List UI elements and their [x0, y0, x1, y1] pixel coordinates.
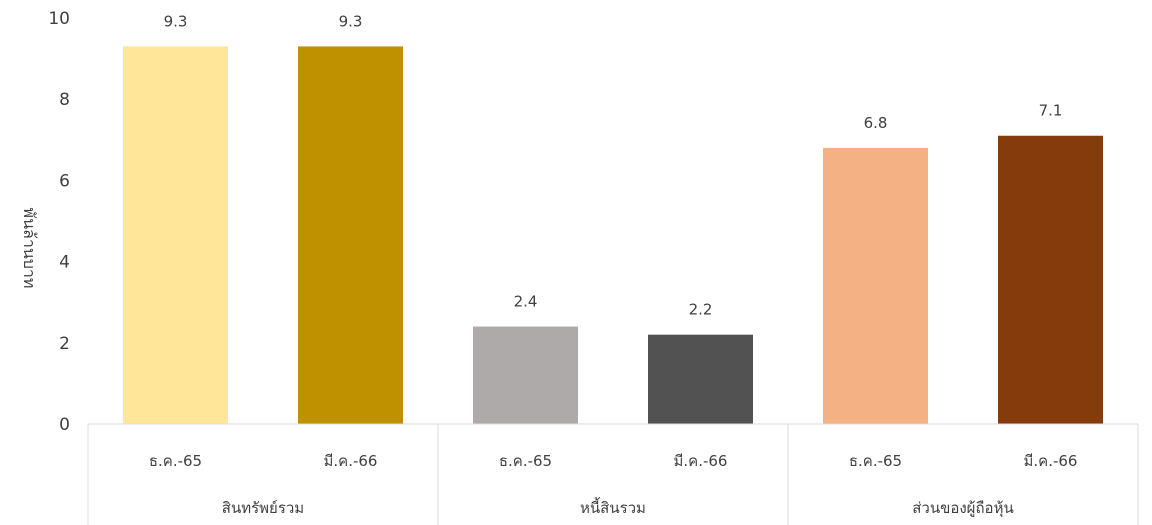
x-category-label: มี.ค.-66 — [674, 452, 728, 470]
x-group-label: หนี้สินรวม — [580, 497, 646, 517]
data-label: 6.8 — [864, 114, 888, 132]
bar — [823, 147, 928, 425]
bar — [473, 326, 578, 424]
data-label: 2.2 — [689, 301, 713, 319]
bars — [123, 46, 1103, 425]
y-tick-label: 6 — [59, 171, 70, 191]
y-tick-label: 0 — [59, 415, 70, 435]
y-tick-label: 10 — [48, 9, 70, 29]
x-axis: ธ.ค.-65 มี.ค.-66 สินทรัพย์รวม ธ.ค.-65 มี.ค.-… — [87, 423, 1139, 525]
y-tick-label: 2 — [59, 334, 70, 354]
bar — [298, 46, 403, 425]
bar — [998, 135, 1103, 425]
y-tick-label: 4 — [59, 253, 70, 273]
data-label: 9.3 — [339, 12, 363, 30]
value-labels: 9.3 9.3 2.4 2.2 6.8 7.1 — [164, 12, 1063, 318]
bar — [648, 334, 753, 424]
x-group-label: ส่วนของผู้ถือหุ้น — [912, 499, 1013, 518]
x-category-label: ธ.ค.-65 — [849, 452, 902, 470]
data-label: 9.3 — [164, 12, 188, 30]
bar — [123, 46, 228, 425]
data-label: 2.4 — [514, 293, 538, 311]
y-tick-label: 8 — [59, 90, 70, 110]
x-category-label: มี.ค.-66 — [324, 452, 378, 470]
y-axis-ticks: 0 2 4 6 8 10 — [48, 9, 70, 435]
data-label: 7.1 — [1039, 102, 1063, 120]
x-group-label: สินทรัพย์รวม — [222, 499, 304, 517]
x-category-label: ธ.ค.-65 — [499, 452, 552, 470]
y-axis-label: พันล้านบาท — [20, 208, 39, 289]
x-category-label: ธ.ค.-65 — [149, 452, 202, 470]
x-category-label: มี.ค.-66 — [1024, 452, 1078, 470]
